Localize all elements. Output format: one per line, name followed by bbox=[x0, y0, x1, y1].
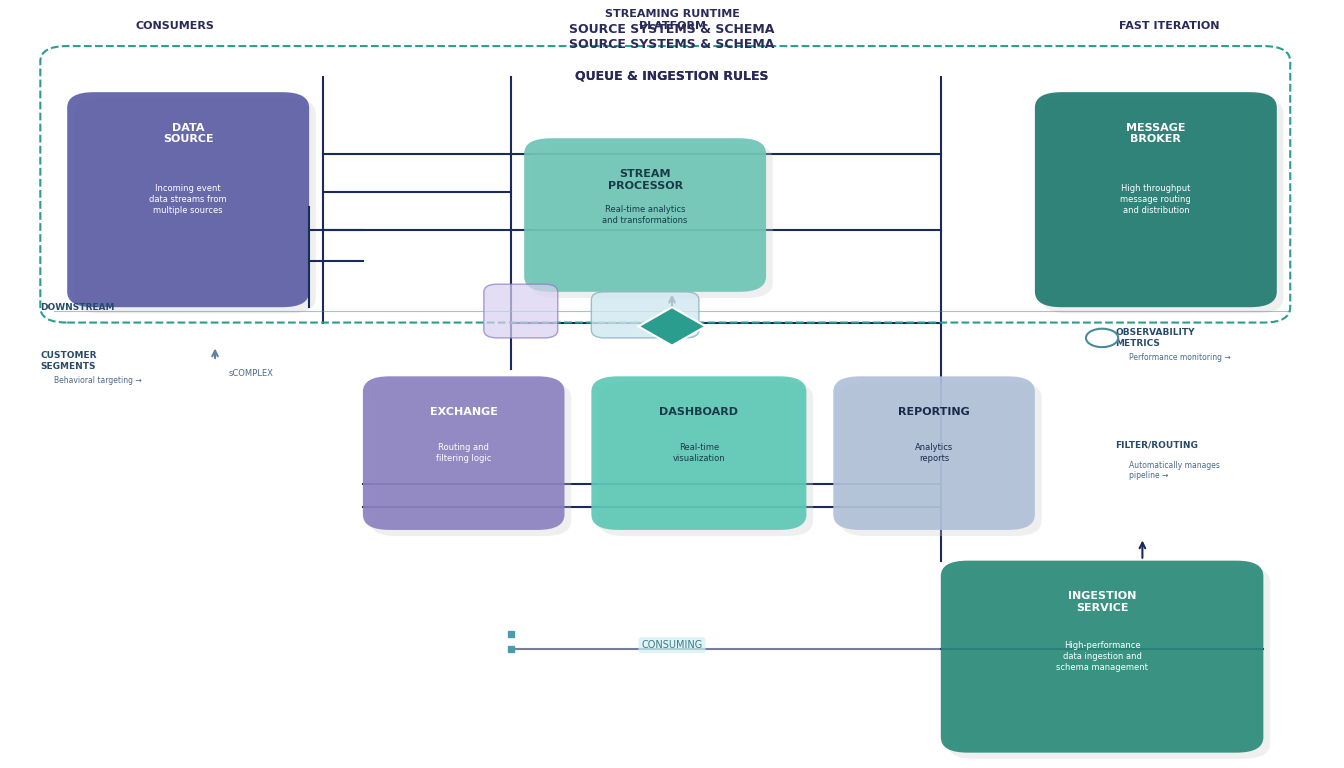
FancyBboxPatch shape bbox=[484, 284, 558, 338]
Text: QUEUE & INGESTION RULES: QUEUE & INGESTION RULES bbox=[575, 69, 769, 82]
Text: Behavioral targeting →: Behavioral targeting → bbox=[54, 376, 141, 386]
FancyBboxPatch shape bbox=[591, 376, 806, 530]
Text: MESSAGE
BROKER: MESSAGE BROKER bbox=[1126, 123, 1185, 144]
Text: Real-time
visualization: Real-time visualization bbox=[672, 443, 726, 463]
Text: Real-time analytics
and transformations: Real-time analytics and transformations bbox=[602, 205, 688, 225]
Text: Performance monitoring →: Performance monitoring → bbox=[1129, 353, 1231, 362]
Text: CUSTOMER
SEGMENTS: CUSTOMER SEGMENTS bbox=[40, 351, 97, 371]
Text: REPORTING: REPORTING bbox=[898, 407, 970, 417]
FancyBboxPatch shape bbox=[948, 567, 1270, 759]
FancyBboxPatch shape bbox=[67, 92, 309, 307]
Polygon shape bbox=[638, 307, 706, 346]
FancyBboxPatch shape bbox=[370, 382, 571, 536]
Text: CONSUMING: CONSUMING bbox=[641, 640, 703, 650]
Text: DATA
SOURCE: DATA SOURCE bbox=[163, 123, 214, 144]
Text: OBSERVABILITY
METRICS: OBSERVABILITY METRICS bbox=[1116, 328, 1195, 348]
Text: Automatically manages
pipeline →: Automatically manages pipeline → bbox=[1129, 461, 1220, 480]
FancyBboxPatch shape bbox=[524, 138, 766, 292]
Text: DASHBOARD: DASHBOARD bbox=[660, 407, 738, 417]
Text: EXCHANGE: EXCHANGE bbox=[430, 407, 497, 417]
Text: STREAMING RUNTIME
PLATFORM: STREAMING RUNTIME PLATFORM bbox=[605, 9, 739, 31]
FancyBboxPatch shape bbox=[833, 376, 1035, 530]
Text: sCOMPLEX: sCOMPLEX bbox=[228, 369, 273, 378]
FancyBboxPatch shape bbox=[1035, 92, 1277, 307]
Text: STREAM
PROCESSOR: STREAM PROCESSOR bbox=[607, 169, 683, 190]
Text: FAST ITERATION: FAST ITERATION bbox=[1120, 21, 1219, 31]
Text: Incoming event
data streams from
multiple sources: Incoming event data streams from multipl… bbox=[149, 184, 227, 215]
Text: Analytics
reports: Analytics reports bbox=[915, 443, 953, 463]
Text: CONSUMERS: CONSUMERS bbox=[136, 21, 214, 31]
Text: INGESTION
SERVICE: INGESTION SERVICE bbox=[1068, 591, 1136, 613]
FancyBboxPatch shape bbox=[591, 292, 699, 338]
Text: SOURCE SYSTEMS & SCHEMA: SOURCE SYSTEMS & SCHEMA bbox=[570, 23, 774, 36]
Text: QUEUE & INGESTION RULES: QUEUE & INGESTION RULES bbox=[575, 69, 769, 82]
FancyBboxPatch shape bbox=[1042, 98, 1284, 313]
Text: High throughput
message routing
and distribution: High throughput message routing and dist… bbox=[1121, 184, 1191, 215]
FancyBboxPatch shape bbox=[363, 376, 564, 530]
Text: SOURCE SYSTEMS & SCHEMA: SOURCE SYSTEMS & SCHEMA bbox=[570, 38, 774, 51]
FancyBboxPatch shape bbox=[531, 144, 773, 298]
Text: High-performance
data ingestion and
schema management: High-performance data ingestion and sche… bbox=[1056, 641, 1148, 672]
FancyBboxPatch shape bbox=[941, 561, 1263, 753]
Text: Routing and
filtering logic: Routing and filtering logic bbox=[435, 443, 492, 463]
FancyBboxPatch shape bbox=[598, 382, 813, 536]
FancyBboxPatch shape bbox=[74, 98, 316, 313]
Text: FILTER/ROUTING: FILTER/ROUTING bbox=[1116, 441, 1199, 450]
FancyBboxPatch shape bbox=[840, 382, 1042, 536]
Text: DOWNSTREAM: DOWNSTREAM bbox=[40, 303, 114, 312]
